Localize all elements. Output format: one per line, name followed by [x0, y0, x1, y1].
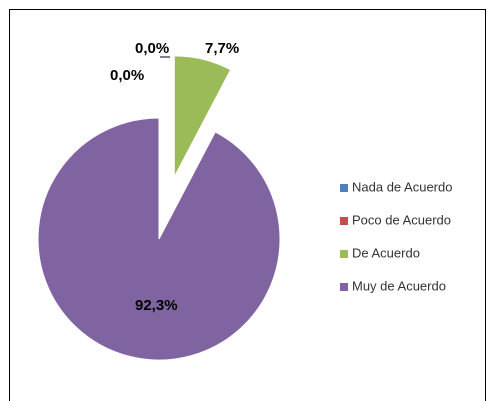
- legend-swatch: [340, 184, 348, 192]
- legend-label: De Acuerdo: [352, 245, 420, 260]
- legend-swatch: [340, 250, 348, 258]
- legend-swatch: [340, 283, 348, 291]
- data-label: 7,7%: [205, 40, 239, 57]
- legend-label: Poco de Acuerdo: [352, 212, 451, 227]
- legend-label: Muy de Acuerdo: [352, 278, 446, 293]
- data-label: 0,0%: [110, 67, 144, 84]
- data-label: 0,0%: [135, 40, 169, 57]
- legend-swatch: [340, 217, 348, 225]
- pie-slice: [37, 117, 281, 361]
- pie-slice: [173, 55, 232, 178]
- data-label: 92,3%: [135, 297, 178, 314]
- legend-label: Nada de Acuerdo: [352, 179, 452, 194]
